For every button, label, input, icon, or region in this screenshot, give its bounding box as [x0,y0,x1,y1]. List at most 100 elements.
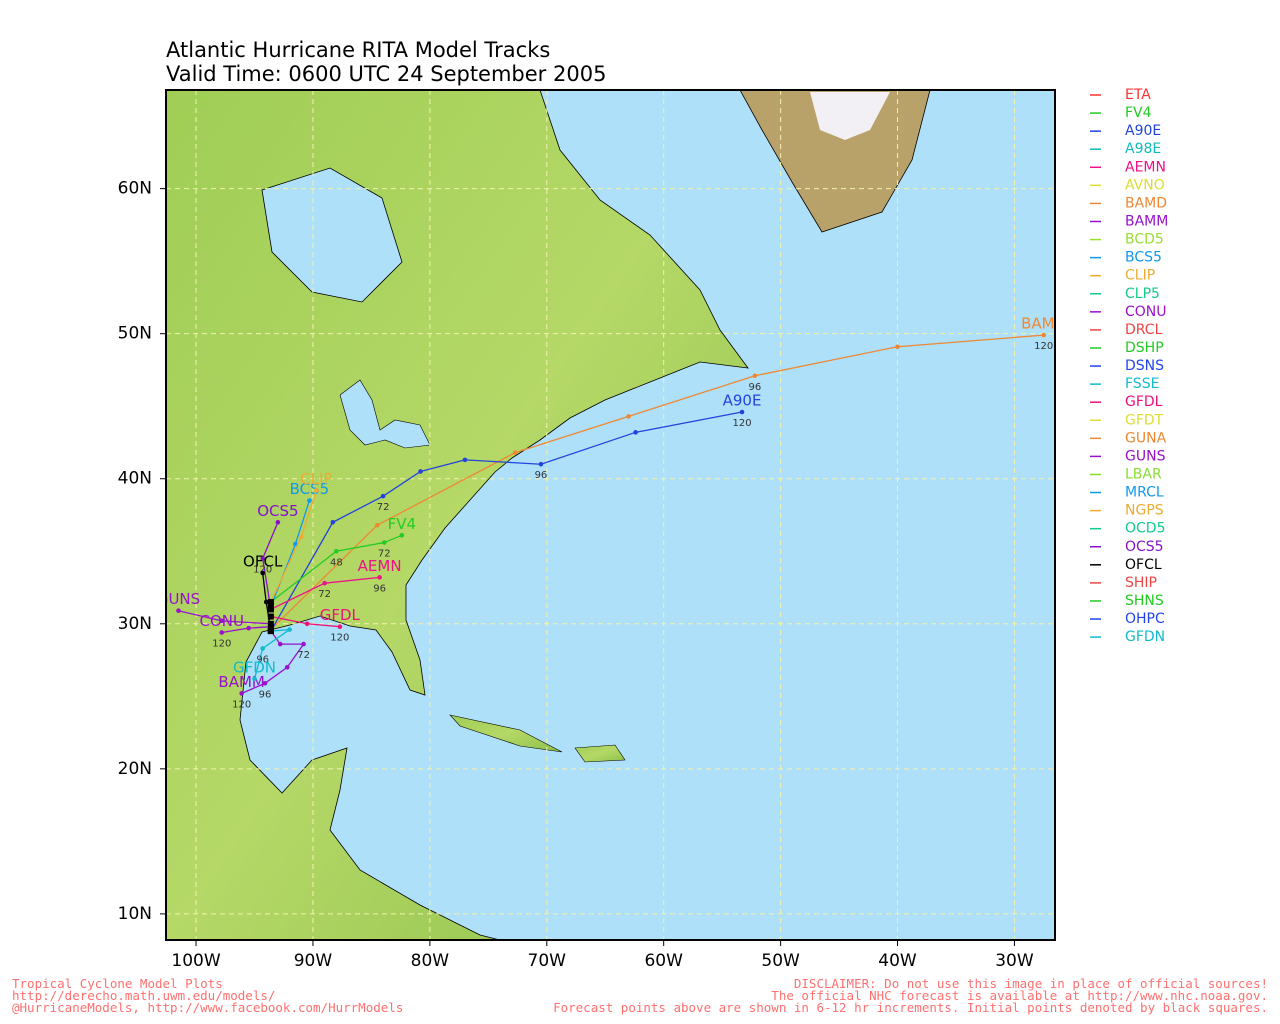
footer-right: Forecast points above are shown in 6-12 … [553,1000,1268,1015]
forecast-point [293,541,298,547]
legend-label: BCD5 [1125,232,1164,248]
forecast-point [260,570,265,576]
hudson-bay [261,167,403,303]
forecast-point [260,556,265,561]
legend-label: GFDL [1125,394,1163,410]
footer-right: DISCLAIMER: Do not use this image in pla… [794,976,1268,991]
footer-right: The official NHC forecast is available a… [771,988,1268,1003]
title-line-2: Valid Time: 0600 UTC 24 September 2005 [166,62,606,86]
y-tick-label: 60N [118,179,152,199]
x-tick-label: 70W [528,951,567,971]
legend-label: A90E [1125,123,1161,139]
track-label: FV4 [388,515,416,533]
forecast-hour: 72 [297,650,310,661]
initial-point [267,613,274,620]
x-tick-label: 90W [294,951,333,971]
legend-label: FSSE [1125,376,1159,392]
forecast-point [219,630,225,635]
forecast-point [895,344,900,350]
greenland-ice [810,92,890,140]
legend-label: SHNS [1125,593,1164,609]
title-line-1: Atlantic Hurricane RITA Model Tracks [166,38,550,62]
legend-label: OFCL [1125,557,1162,573]
forecast-point [399,533,405,538]
track-line [253,628,292,680]
forecast-point [284,665,290,670]
forecast-hour: 72 [377,502,390,513]
forecast-point [538,461,544,467]
map-area: 96120BAMD7296120A90E7296120BAMM96GFDNGUN… [166,90,1066,940]
track-label: OFCL [243,553,283,571]
forecast-hour: 120 [212,638,231,649]
x-tick-label: 100W [171,951,220,971]
legend-label: LBAR [1125,466,1162,482]
track-label: BCS5 [290,480,330,498]
y-tick-label: 20N [118,759,152,779]
legend-label: CONU [1125,304,1167,320]
legend-label: NGPS [1125,503,1164,519]
forecast-hour: 96 [256,654,269,665]
forecast-point [512,450,518,455]
forecast-hour: 48 [330,557,343,568]
legend-label: BAMD [1125,195,1167,211]
x-tick-label: 60W [644,951,683,971]
track-label: BAMD [1021,315,1066,333]
y-tick-label: 50N [118,324,152,344]
forecast-point [287,627,292,632]
forecast-point [322,580,327,586]
forecast-hour: 96 [535,470,548,481]
track-label: A90E [723,392,762,410]
forecast-hour: 120 [330,633,349,644]
forecast-point [380,493,386,499]
forecast-point [633,430,638,435]
forecast-point [314,488,319,493]
great-lakes [339,379,431,449]
track-label: CONU [200,612,244,630]
forecast-point [626,414,631,419]
forecast-hour: 120 [232,699,251,710]
forecast-point [246,625,251,631]
axis-labels: 100W 90W 80W 70W 60W 50W 40W 30W 10N 20N 30N 40N 50N… [118,179,1034,971]
y-tick-label: 10N [118,904,152,924]
x-tick-label: 50W [761,951,800,971]
forecast-point [1041,332,1046,338]
track-label: AEMN [358,557,402,575]
forecast-point [752,373,758,379]
track-label: GFDL [320,606,361,624]
initial-point [267,603,274,610]
model-tracks: 96120BAMD7296120A90E7296120BAMM96GFDNGUN… [166,315,1066,711]
forecast-point [298,534,304,540]
y-tick-label: 30N [118,614,152,634]
legend-label: GFDT [1125,412,1164,428]
forecast-hour: 120 [1034,341,1053,352]
legend-label: FV4 [1125,105,1152,121]
forecast-point [377,575,382,580]
forecast-hour: 120 [732,418,751,429]
legend-label: AVNO [1125,177,1165,193]
legend-label: ETA [1125,87,1151,103]
initial-point [267,623,274,630]
legend-label: DRCL [1125,322,1163,338]
forecast-point [337,624,343,629]
track-label: CLIP [300,470,332,488]
forecast-hour: 96 [259,689,272,700]
forecast-point [262,680,268,686]
initial-point [267,628,274,635]
forecast-point [301,641,306,647]
initial-point [267,599,274,606]
footer-left: @HurricaneModels, http://www.facebook.co… [12,1000,403,1015]
cuba [449,714,563,753]
legend-label: OCS5 [1125,539,1164,555]
x-tick-label: 30W [995,951,1034,971]
forecast-hour: 96 [749,382,762,393]
greenland [739,90,931,233]
x-tick-label: 40W [878,951,917,971]
legend-label: MRCL [1125,485,1164,501]
legend-label: SHIP [1125,575,1157,591]
forecast-point [176,608,181,614]
legend-label: GFDN [1125,629,1165,645]
track-label: GFDN [233,658,276,676]
forecast-point [307,498,312,503]
forecast-point [374,522,380,528]
